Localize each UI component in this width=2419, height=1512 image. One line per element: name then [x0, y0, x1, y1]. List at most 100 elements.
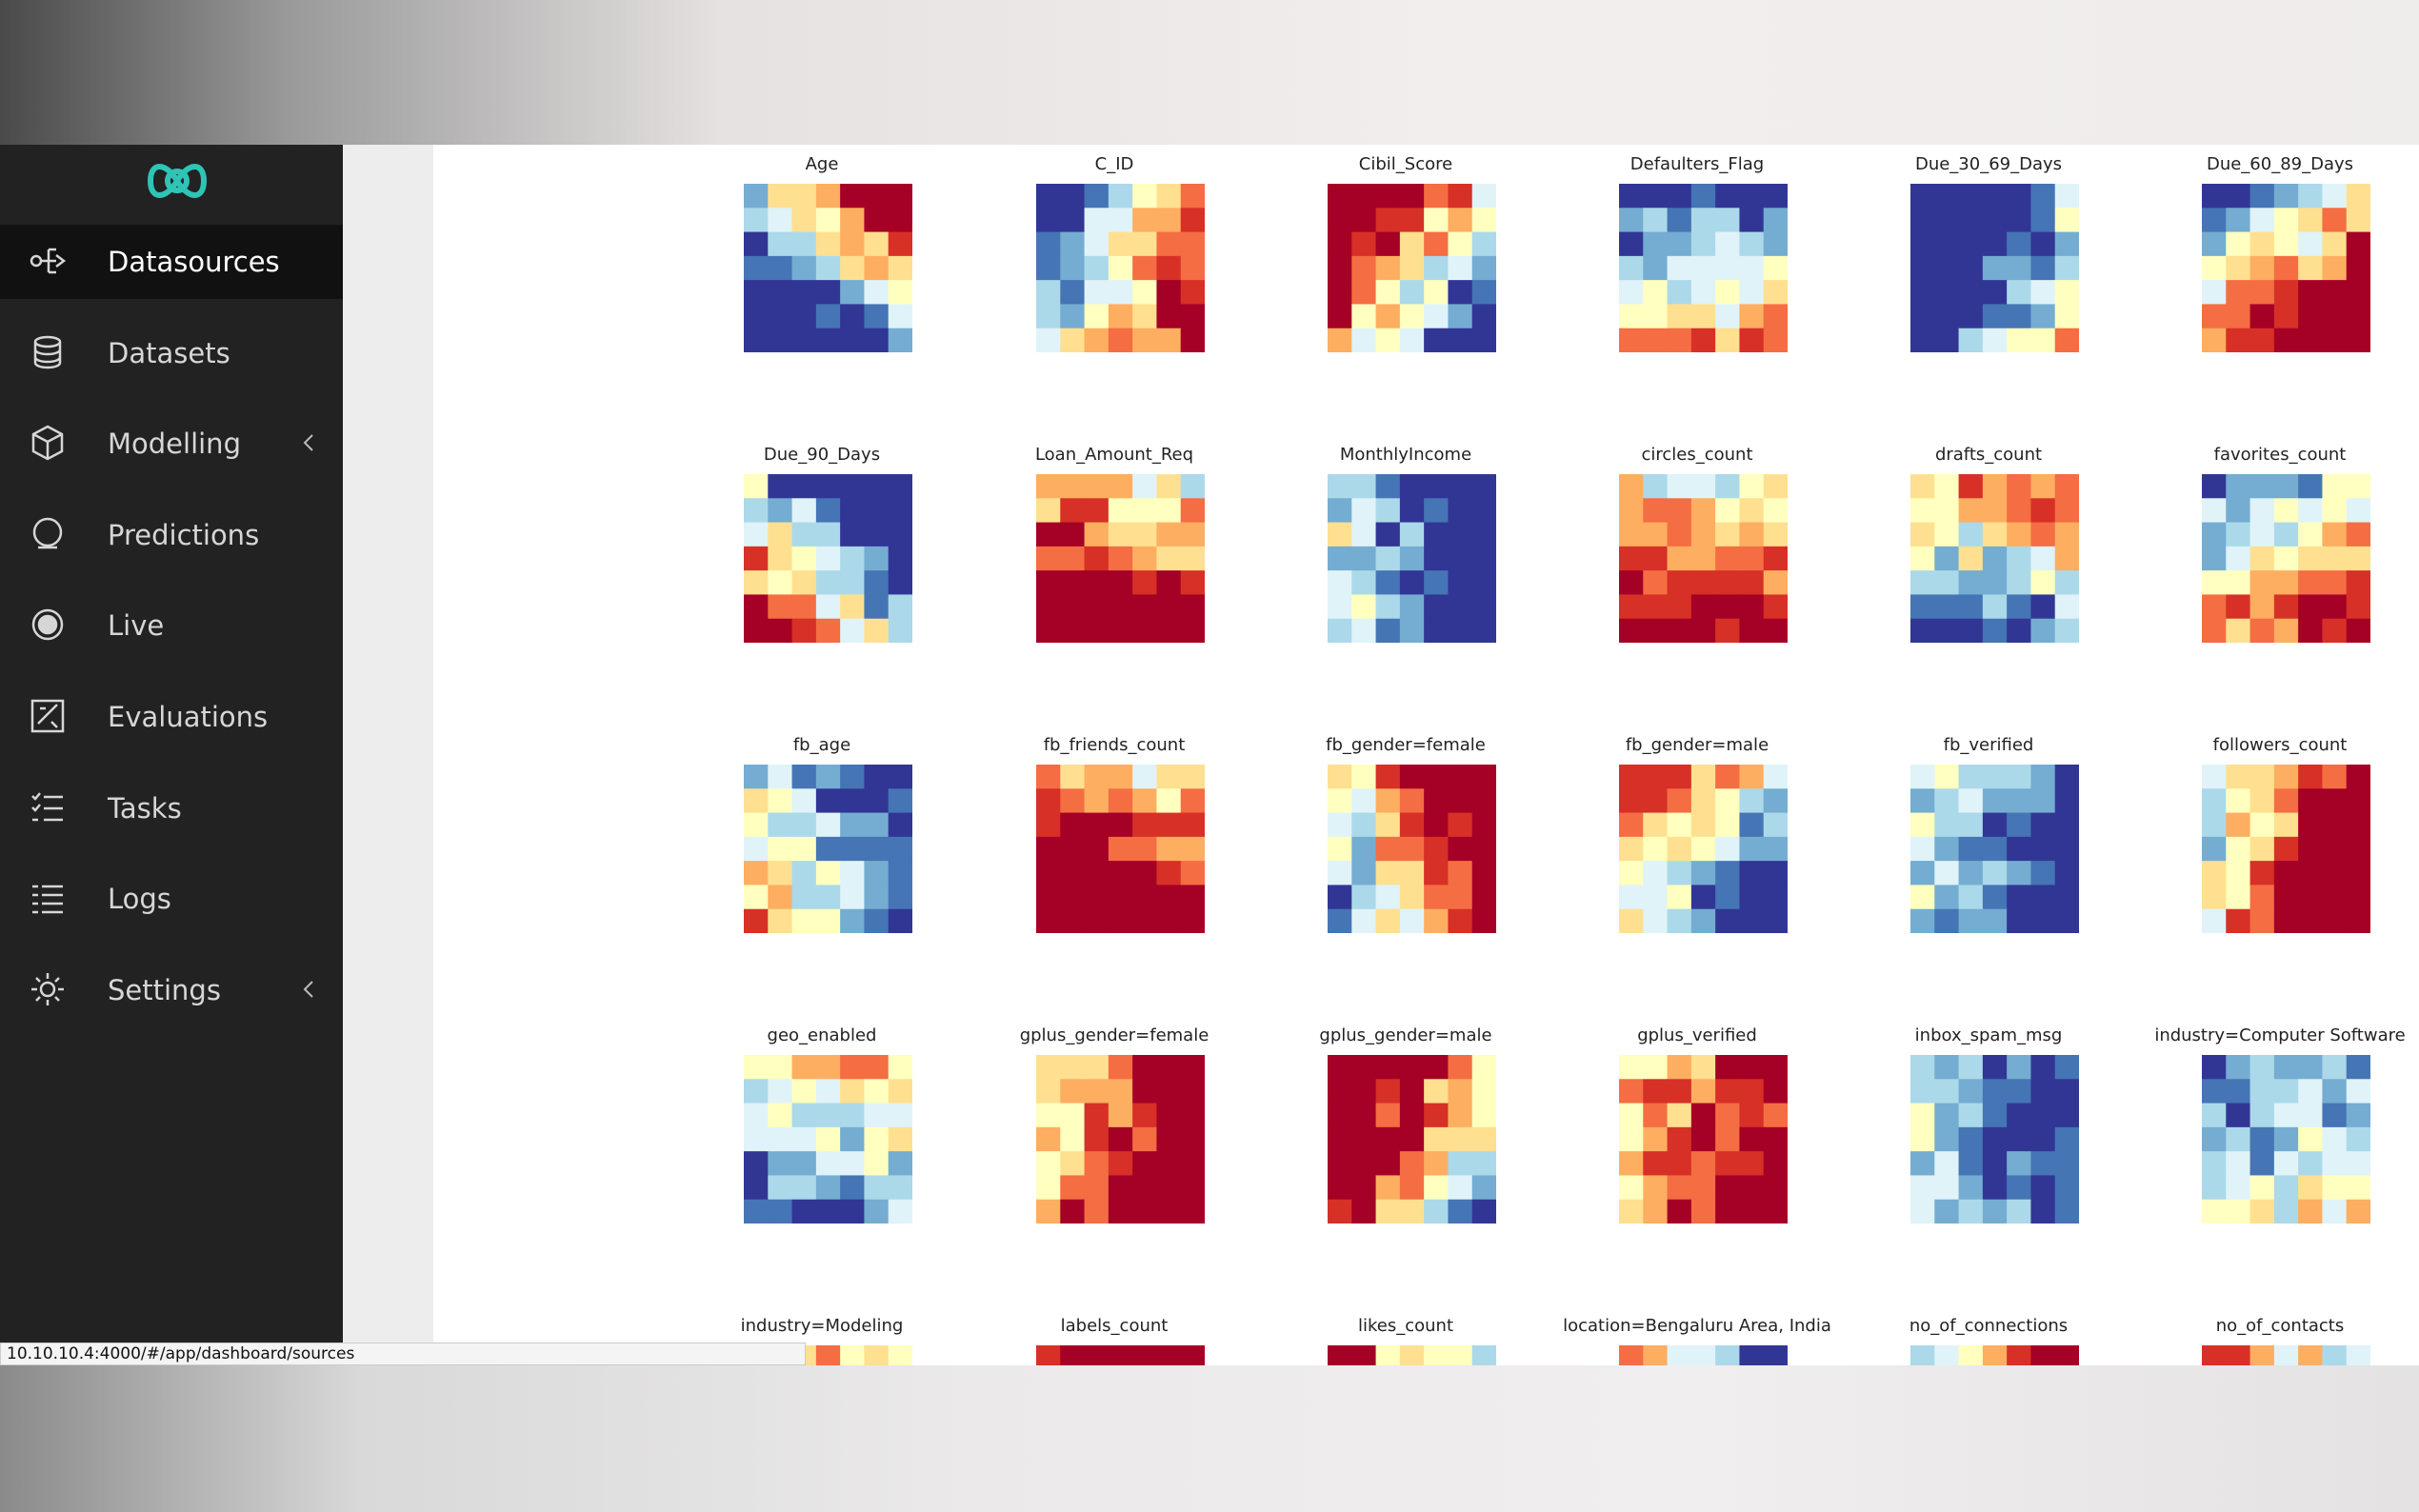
heatmap-cell — [1084, 1103, 1110, 1128]
heatmap-cell — [1448, 1126, 1473, 1152]
heatmap-cell — [1132, 1103, 1157, 1128]
heatmap-tile: gplus_gender=male — [1244, 1025, 1568, 1224]
heatmap-cell — [1399, 861, 1425, 885]
heatmap-cell — [1958, 908, 1984, 933]
heatmap-cell — [1763, 304, 1788, 329]
heatmap-cell — [1471, 836, 1496, 862]
heatmap-cell — [1763, 280, 1788, 305]
heatmap-cell — [1399, 618, 1425, 643]
heatmap-cell — [888, 1055, 912, 1080]
heatmap — [1619, 184, 1788, 352]
heatmap-cell — [840, 765, 865, 789]
heatmap-cell — [2030, 1079, 2056, 1104]
heatmap-cell — [1471, 908, 1496, 933]
heatmap-title: Defaulters_Flag — [1629, 154, 1765, 174]
heatmap-cell — [1667, 1199, 1692, 1224]
heatmap-cell — [1934, 788, 1960, 814]
heatmap-cell — [2226, 1199, 2251, 1224]
heatmap-cell — [2249, 812, 2275, 838]
heatmap-cell — [1156, 618, 1182, 643]
heatmap-cell — [1471, 570, 1496, 595]
heatmap-cell — [1910, 280, 1935, 305]
heatmap-cell — [1982, 570, 2008, 595]
heatmap-cell — [1156, 861, 1182, 885]
heatmap-cell — [1084, 765, 1110, 789]
heatmap-cell — [864, 280, 890, 305]
heatmap-cell — [744, 812, 769, 838]
nav-item[interactable]: Live — [0, 588, 343, 663]
heatmap-cell — [1399, 522, 1425, 547]
nav-item[interactable]: Datasets — [0, 316, 343, 390]
nav-item[interactable]: Modelling — [0, 407, 343, 481]
heatmap-cell — [1471, 522, 1496, 547]
heatmap-cell — [2202, 280, 2227, 305]
heatmap-cell — [1375, 1126, 1401, 1152]
heatmap-cell — [1156, 304, 1182, 329]
heatmap-cell — [1934, 208, 1960, 233]
heatmap-cell — [1448, 1175, 1473, 1201]
heatmap-cell — [1328, 836, 1352, 862]
heatmap-cell — [840, 328, 865, 352]
nav-icon — [31, 425, 64, 461]
heatmap-cell — [791, 1126, 817, 1152]
heatmap-cell — [2322, 546, 2348, 571]
nav-item[interactable]: Logs — [0, 862, 343, 936]
heatmap-cell — [2298, 836, 2323, 862]
heatmap-cell — [2054, 788, 2079, 814]
heatmap-cell — [815, 812, 841, 838]
heatmap-cell — [1180, 594, 1205, 620]
nav-item[interactable]: Predictions — [0, 498, 343, 572]
heatmap-cell — [888, 208, 912, 233]
heatmap-cell — [2226, 618, 2251, 643]
heatmap — [1328, 474, 1496, 643]
heatmap-cell — [2273, 498, 2299, 524]
heatmap-cell — [1180, 788, 1205, 814]
nav-item[interactable]: Settings — [0, 953, 343, 1027]
heatmap-cell — [1667, 1079, 1692, 1104]
nav-item[interactable]: Tasks — [0, 771, 343, 846]
heatmap-cell — [744, 328, 769, 352]
heatmap-cell — [1424, 184, 1449, 209]
heatmap-cell — [1060, 1079, 1086, 1104]
heatmap-cell — [2226, 184, 2251, 209]
heatmap-cell — [1619, 1345, 1644, 1365]
heatmap-cell — [1763, 208, 1788, 233]
heatmap-cell — [2273, 255, 2299, 281]
heatmap-cell — [1667, 474, 1692, 499]
heatmap-cell — [2007, 184, 2031, 209]
heatmap-cell — [2346, 498, 2370, 524]
heatmap-cell — [864, 1175, 890, 1201]
logo[interactable] — [143, 154, 211, 208]
heatmap-cell — [1084, 184, 1110, 209]
heatmap-cell — [888, 594, 912, 620]
heatmap-cell — [864, 328, 890, 352]
heatmap-cell — [2298, 594, 2323, 620]
heatmap-cell — [2249, 280, 2275, 305]
heatmap-cell — [1667, 1175, 1692, 1201]
heatmap-cell — [2346, 908, 2370, 933]
heatmap-cell — [1036, 1079, 1061, 1104]
heatmap-cell — [1958, 280, 1984, 305]
heatmap-cell — [815, 1175, 841, 1201]
heatmap-cell — [1982, 546, 2008, 571]
heatmap-cell — [1471, 184, 1496, 209]
heatmap-cell — [1351, 885, 1377, 910]
heatmap-cell — [1448, 885, 1473, 910]
heatmap-cell — [1619, 594, 1644, 620]
heatmap-cell — [2322, 765, 2348, 789]
heatmap-cell — [768, 522, 793, 547]
heatmap-cell — [1471, 474, 1496, 499]
heatmap-cell — [2007, 1345, 2031, 1365]
heatmap-cell — [1619, 280, 1644, 305]
heatmap-cell — [1448, 255, 1473, 281]
heatmap-cell — [2030, 231, 2056, 257]
heatmap-cell — [1084, 861, 1110, 885]
heatmap-cell — [1036, 1199, 1061, 1224]
heatmap-cell — [1763, 765, 1788, 789]
heatmap-cell — [2298, 1103, 2323, 1128]
nav-item[interactable]: Datasources — [0, 225, 343, 299]
heatmap-cell — [864, 836, 890, 862]
nav-item[interactable]: Evaluations — [0, 680, 343, 754]
heatmap-cell — [1690, 1055, 1716, 1080]
heatmap-title: followers_count — [2212, 735, 2348, 755]
